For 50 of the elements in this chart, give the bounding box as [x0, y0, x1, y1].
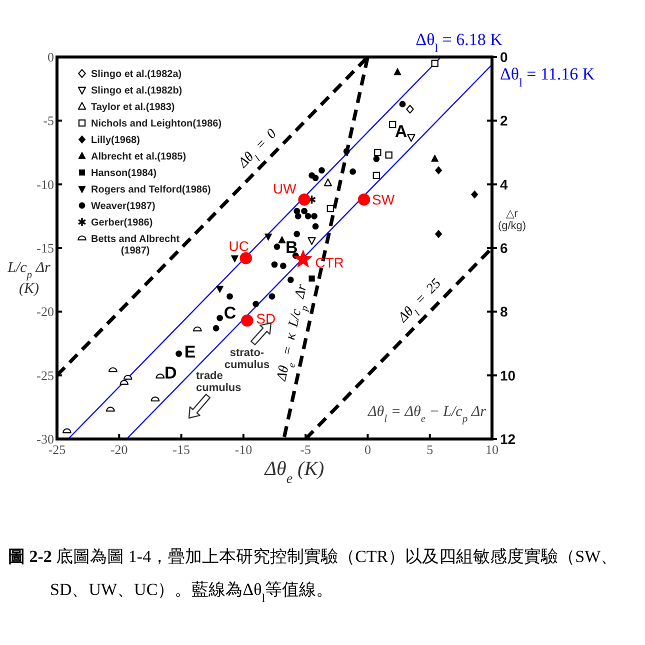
legend-label: Weaver(1987)	[91, 201, 156, 212]
y2-tick-label: 10	[500, 367, 516, 384]
x-tick-label: 5	[426, 442, 434, 457]
y2-tick-label: 6	[500, 240, 508, 256]
annotation: E	[184, 342, 196, 362]
legend-label: Rogers and Telford(1986)	[91, 184, 211, 196]
y2-axis-title: △r (g/kg)	[498, 208, 526, 232]
annotation: UW	[273, 180, 298, 197]
annotation: CTR	[315, 254, 344, 270]
legend-label: Hanson(1984)	[91, 168, 157, 180]
y-tick-label: -25	[36, 368, 54, 383]
y-tick-label: -5	[43, 113, 54, 128]
legend-label: Nichols and Leighton(1986)	[91, 118, 222, 130]
legend-label: Gerber(1986)	[91, 218, 153, 229]
text: 圖 2-2 底圖為圖 1-4，疊加上本研究控制實驗（CTR）以及四組敏感度實驗（SW、SD、UW、UC）。藍線為Δθ$_{l}$等值線。	[8, 547, 618, 605]
y-tick-label: -30	[36, 432, 54, 446]
legend-label: Lilly(1968)	[91, 135, 140, 146]
y2-tick-label: 2	[500, 112, 508, 129]
annotation: UC	[228, 238, 250, 254]
y-tick-label: -20	[36, 304, 54, 320]
legend-label: Albrecht et al.(1985)	[91, 152, 186, 163]
y-tick-label: -15	[36, 240, 54, 256]
annotation: SW	[372, 192, 396, 208]
y2-tick-label: 12	[500, 431, 516, 447]
annotation: strato- cumulus	[224, 347, 270, 371]
legend-label: Slingo et al.(1982a)	[91, 69, 182, 80]
x-tick-label: -10	[234, 442, 252, 457]
x-tick-label: 0	[364, 442, 371, 457]
y-axis-title: L/c$_{p}$ Δr (K)	[6, 260, 51, 297]
x-tick-label: -20	[110, 442, 128, 457]
legend-label: Taylor et al.(1983)	[91, 102, 175, 114]
legend-label: Betts and Albrecht (1987)	[91, 234, 180, 257]
annotation: A	[394, 122, 408, 141]
annotation: D	[164, 364, 177, 383]
series-label: Δθ$_{l}$ = 11.16 K	[500, 64, 596, 90]
y-tick-label: -10	[36, 176, 54, 192]
y2-tick-label: 8	[500, 304, 508, 320]
annotation: B	[286, 238, 298, 257]
annotation: Δθ$_{l}$ = Δθ$_{e}$ − L/c$_{p}$ Δr	[366, 404, 486, 424]
y2-tick-label: 4	[500, 176, 508, 192]
y2-tick-label: 0	[500, 49, 508, 65]
annotation: SD	[256, 310, 276, 327]
x-axis-title: Δθ$_{e}$ (K)	[264, 458, 325, 486]
x-tick-label: -15	[172, 442, 190, 457]
y-tick-label: 0	[48, 50, 54, 64]
legend-label: Slingo et al.(1982b)	[91, 86, 182, 97]
annotation: C	[224, 303, 236, 322]
annotation: trade cumulus	[196, 370, 242, 394]
x-tick-label: 10	[486, 442, 498, 457]
x-tick-label: -5	[300, 442, 311, 457]
